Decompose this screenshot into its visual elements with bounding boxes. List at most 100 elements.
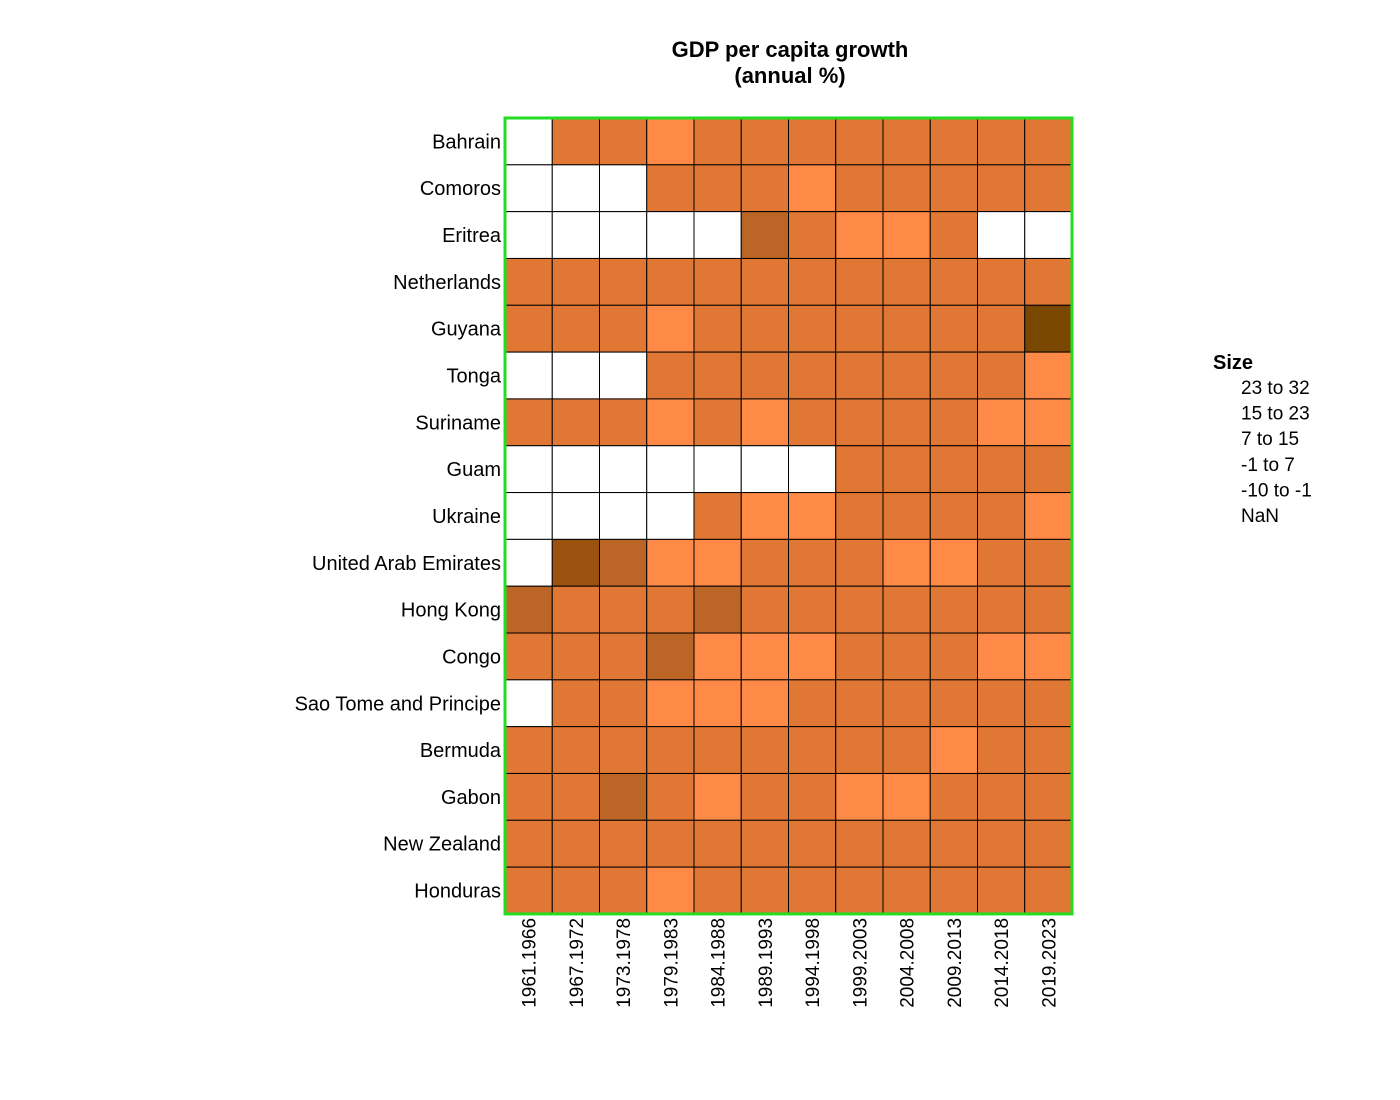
heatmap-cell	[929, 492, 978, 540]
heatmap-cell	[646, 632, 695, 681]
heatmap-cell	[504, 679, 553, 728]
heatmap-cell	[504, 819, 553, 868]
heatmap-cell	[882, 164, 931, 213]
heatmap-cell	[835, 772, 884, 821]
heatmap-cell	[646, 585, 695, 634]
heatmap-cell	[504, 351, 553, 400]
column-label: 1984.1988	[709, 918, 730, 1008]
column-label: 1961.1966	[520, 918, 541, 1008]
heatmap-cell	[551, 304, 600, 353]
column-label: 2009.2013	[945, 918, 966, 1008]
chart-title: GDP per capita growth (annual %)	[672, 37, 909, 88]
heatmap-cell	[835, 164, 884, 213]
heatmap-cell	[788, 211, 837, 259]
heatmap-cell	[1024, 679, 1073, 728]
heatmap-cell	[740, 492, 789, 540]
legend-item-label: 15 to 23	[1241, 404, 1310, 425]
heatmap-cell	[1024, 819, 1073, 868]
heatmap-cell	[788, 726, 837, 774]
heatmap-cell	[977, 211, 1026, 259]
heatmap-cell	[740, 819, 789, 868]
heatmap-cell	[693, 726, 742, 774]
heatmap-cell	[788, 117, 837, 166]
heatmap-cell	[599, 772, 648, 821]
heatmap-cell	[551, 164, 600, 213]
heatmap-cell	[929, 398, 978, 447]
heatmap-cell	[646, 819, 695, 868]
heatmap-cell	[788, 257, 837, 306]
heatmap-cell	[504, 445, 553, 494]
heatmap-cell	[740, 726, 789, 774]
heatmap-cell	[977, 538, 1026, 587]
heatmap-cell	[646, 492, 695, 540]
heatmap-cell	[599, 632, 648, 681]
heatmap-cell	[646, 445, 695, 494]
heatmap-cell	[929, 866, 978, 915]
heatmap-cell	[1024, 398, 1073, 447]
heatmap-cell	[551, 257, 600, 306]
heatmap-cell	[977, 679, 1026, 728]
heatmap-cell	[882, 772, 931, 821]
heatmap-cell	[599, 445, 648, 494]
heatmap-cell	[882, 585, 931, 634]
heatmap-cell	[882, 445, 931, 494]
heatmap-cell	[504, 164, 553, 213]
row-label: Tonga	[447, 366, 502, 388]
heatmap-cells	[504, 117, 1073, 915]
column-label: 1967.1972	[567, 918, 588, 1008]
row-label: Congo	[442, 646, 501, 668]
heatmap-cell	[740, 117, 789, 166]
chart-title-line-1: GDP per capita growth	[672, 37, 909, 62]
legend-item-label: 23 to 32	[1241, 378, 1310, 399]
heatmap-cell	[693, 117, 742, 166]
heatmap-cell	[835, 351, 884, 400]
heatmap-cell	[929, 726, 978, 774]
legend-item-label: 7 to 15	[1241, 429, 1299, 450]
heatmap-cell	[788, 679, 837, 728]
heatmap-cell	[551, 866, 600, 915]
heatmap-cell	[551, 632, 600, 681]
row-label: Guyana	[431, 319, 502, 341]
heatmap-cell	[504, 492, 553, 540]
heatmap-cell	[693, 538, 742, 587]
heatmap-cell	[599, 819, 648, 868]
legend: Size 23 to 32 15 to 23 7 to 15 -1 to 7 -10 t…	[1213, 352, 1312, 527]
heatmap-cell	[835, 819, 884, 868]
heatmap-cell	[788, 772, 837, 821]
heatmap-cell	[835, 211, 884, 259]
heatmap-cell	[599, 211, 648, 259]
heatmap-cell	[551, 351, 600, 400]
heatmap-cell	[882, 304, 931, 353]
heatmap-cell	[977, 726, 1026, 774]
row-label: Comoros	[420, 178, 501, 200]
heatmap-cell	[504, 257, 553, 306]
heatmap-cell	[882, 398, 931, 447]
heatmap-cell	[929, 117, 978, 166]
heatmap-cell	[504, 866, 553, 915]
heatmap-cell	[788, 632, 837, 681]
heatmap-cell	[693, 866, 742, 915]
heatmap-cell	[693, 585, 742, 634]
row-label: Bahrain	[432, 131, 501, 153]
heatmap-cell	[740, 398, 789, 447]
heatmap-cell	[693, 351, 742, 400]
heatmap-cell	[599, 304, 648, 353]
heatmap-cell	[835, 679, 884, 728]
heatmap-cell	[835, 492, 884, 540]
heatmap-cell	[504, 211, 553, 259]
heatmap-cell	[693, 257, 742, 306]
heatmap-cell	[693, 211, 742, 259]
heatmap-cell	[977, 772, 1026, 821]
heatmap-cell	[929, 257, 978, 306]
heatmap-cell	[882, 117, 931, 166]
heatmap-cell	[977, 445, 1026, 494]
heatmap-cell	[646, 866, 695, 915]
row-label: Hong Kong	[401, 600, 501, 622]
heatmap-cell	[599, 538, 648, 587]
heatmap-cell	[504, 538, 553, 587]
heatmap-cell	[599, 351, 648, 400]
legend-item-label: -10 to -1	[1241, 480, 1312, 501]
heatmap-cell	[740, 538, 789, 587]
heatmap-cell	[977, 117, 1026, 166]
